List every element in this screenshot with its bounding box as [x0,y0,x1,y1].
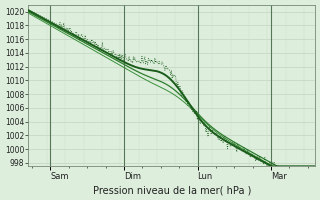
X-axis label: Pression niveau de la mer( hPa ): Pression niveau de la mer( hPa ) [92,185,251,195]
